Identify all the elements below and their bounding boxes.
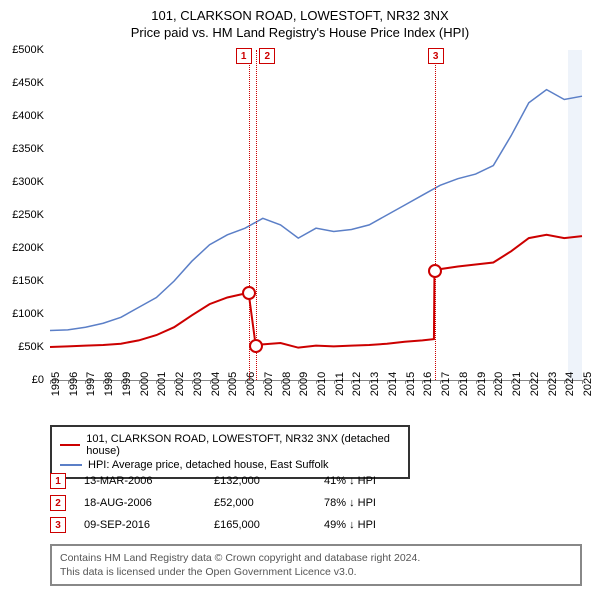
event-date: 18-AUG-2006 <box>84 497 214 509</box>
event-date: 09-SEP-2016 <box>84 519 214 531</box>
y-tick-label: £200K <box>12 242 44 254</box>
event-marker: 1 <box>50 473 66 489</box>
chart-plot-area: £0£50K£100K£150K£200K£250K£300K£350K£400… <box>50 50 582 381</box>
event-row: 1 13-MAR-2006£132,00041% ↓ HPI <box>50 470 434 492</box>
marker-vline-1 <box>249 50 250 380</box>
events-table: 1 13-MAR-2006£132,00041% ↓ HPI 2 18-AUG-200… <box>50 470 434 536</box>
legend-swatch-property <box>60 444 80 446</box>
marker-label-1: 1 <box>236 48 252 64</box>
footer-box: Contains HM Land Registry data © Crown c… <box>50 544 582 586</box>
y-tick-label: £300K <box>12 176 44 188</box>
marker-vline-3 <box>435 50 436 380</box>
chart-lines <box>50 50 582 380</box>
y-tick-label: £450K <box>12 77 44 89</box>
event-delta: 41% ↓ HPI <box>324 475 434 487</box>
y-tick-label: £0 <box>32 374 44 386</box>
marker-point-3 <box>428 264 442 278</box>
marker-vline-2 <box>256 50 257 380</box>
chart-title-line2: Price paid vs. HM Land Registry's House … <box>0 25 600 40</box>
y-tick-label: £350K <box>12 143 44 155</box>
y-tick-label: £500K <box>12 44 44 56</box>
legend-swatch-hpi <box>60 464 82 466</box>
footer-line1: Contains HM Land Registry data © Crown c… <box>60 551 572 565</box>
event-price: £165,000 <box>214 519 324 531</box>
event-row: 2 18-AUG-2006£52,00078% ↓ HPI <box>50 492 434 514</box>
marker-label-2: 2 <box>259 48 275 64</box>
marker-point-1 <box>242 286 256 300</box>
legend-item-property: 101, CLARKSON ROAD, LOWESTOFT, NR32 3NX … <box>60 433 400 457</box>
y-tick-label: £250K <box>12 209 44 221</box>
x-tick-label: 2025 <box>582 372 594 396</box>
event-marker: 3 <box>50 517 66 533</box>
footer-line2: This data is licensed under the Open Gov… <box>60 565 572 579</box>
marker-point-2 <box>249 339 263 353</box>
event-row: 3 09-SEP-2016£165,00049% ↓ HPI <box>50 514 434 536</box>
series-line-property <box>50 235 582 348</box>
event-date: 13-MAR-2006 <box>84 475 214 487</box>
event-price: £52,000 <box>214 497 324 509</box>
legend-label-property: 101, CLARKSON ROAD, LOWESTOFT, NR32 3NX … <box>86 433 400 457</box>
event-marker: 2 <box>50 495 66 511</box>
y-tick-label: £50K <box>18 341 44 353</box>
y-tick-label: £100K <box>12 308 44 320</box>
series-line-hpi <box>50 90 582 331</box>
marker-label-3: 3 <box>428 48 444 64</box>
chart-title-line1: 101, CLARKSON ROAD, LOWESTOFT, NR32 3NX <box>0 8 600 23</box>
event-delta: 49% ↓ HPI <box>324 519 434 531</box>
y-tick-label: £400K <box>12 110 44 122</box>
y-tick-label: £150K <box>12 275 44 287</box>
event-price: £132,000 <box>214 475 324 487</box>
event-delta: 78% ↓ HPI <box>324 497 434 509</box>
